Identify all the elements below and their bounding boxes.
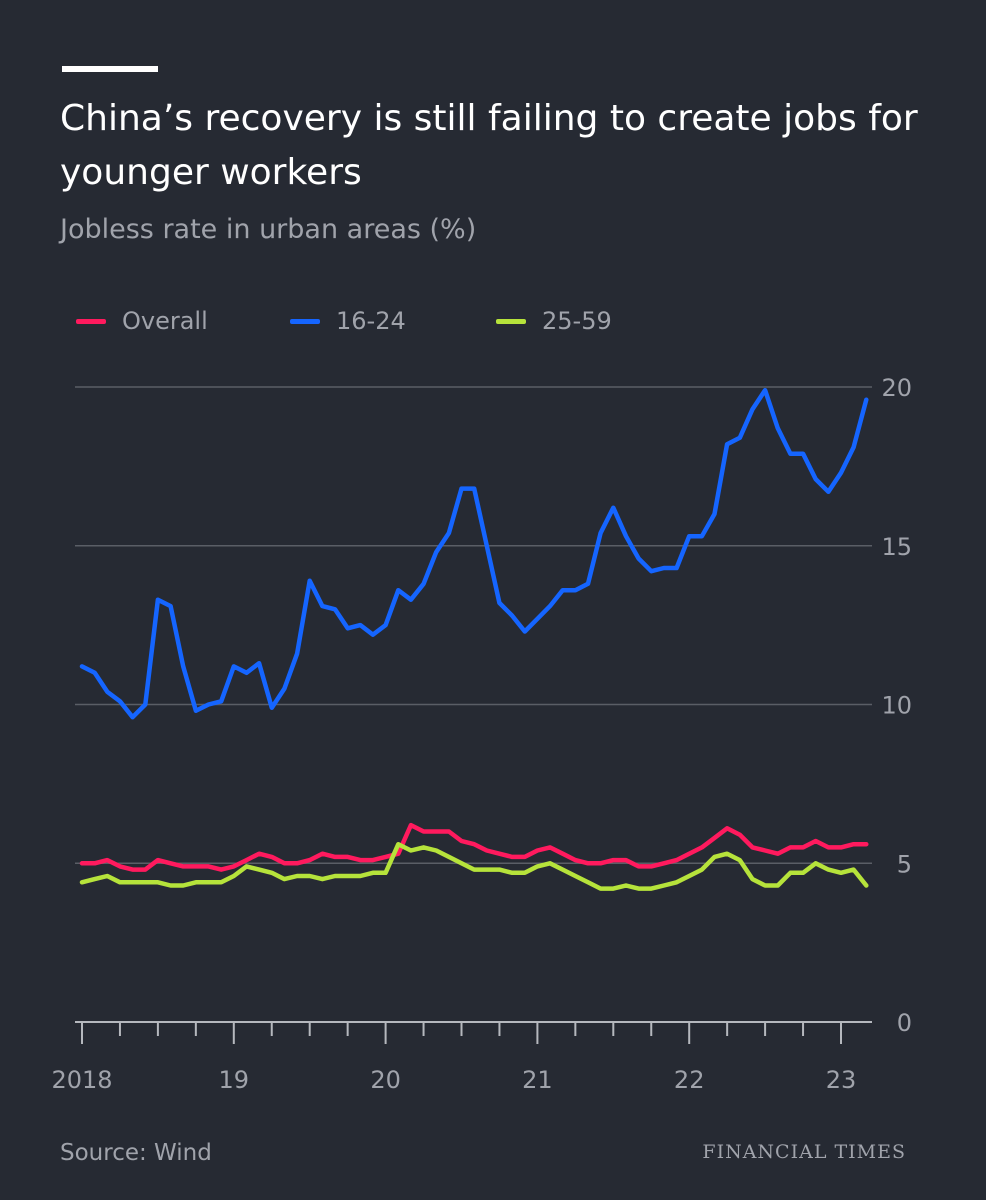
x-tick-label: 19 <box>219 1066 250 1094</box>
title-accent-bar <box>62 66 158 72</box>
x-tick-label: 23 <box>826 1066 857 1094</box>
legend-item-25-59: 25-59 <box>496 304 612 338</box>
legend-item-16-24: 16-24 <box>290 304 406 338</box>
legend: Overall 16-24 25-59 <box>0 304 986 338</box>
chart-subtitle: Jobless rate in urban areas (%) <box>60 214 477 245</box>
y-tick-label: 0 <box>897 1009 912 1037</box>
series-line-overall <box>79 822 869 872</box>
legend-item-overall: Overall <box>76 304 208 338</box>
source-note: Source: Wind <box>60 1140 212 1166</box>
y-tick-label: 5 <box>897 850 912 878</box>
legend-label-overall: Overall <box>122 307 208 335</box>
x-tick-label: 20 <box>370 1066 401 1094</box>
legend-label-16-24: 16-24 <box>336 307 406 335</box>
y-tick-label: 10 <box>881 692 912 720</box>
financial-times-logo: FINANCIAL TIMES <box>702 1141 906 1163</box>
chart-title: China’s recovery is still failing to cre… <box>60 98 918 193</box>
y-tick-label: 15 <box>881 533 912 561</box>
series-line-25-59 <box>79 841 869 891</box>
legend-swatch-16-24 <box>290 318 320 324</box>
line-chart: 0 5 10 15 20 2018 19 20 21 22 23 <box>51 374 912 1094</box>
legend-swatch-overall <box>76 318 106 324</box>
x-tick-label: 21 <box>522 1066 553 1094</box>
legend-swatch-25-59 <box>496 318 526 324</box>
x-tick-label: 22 <box>674 1066 705 1094</box>
y-tick-label: 20 <box>881 374 912 402</box>
legend-label-25-59: 25-59 <box>542 307 612 335</box>
series-line-16-24 <box>79 387 869 720</box>
x-tick-label: 2018 <box>51 1066 112 1094</box>
